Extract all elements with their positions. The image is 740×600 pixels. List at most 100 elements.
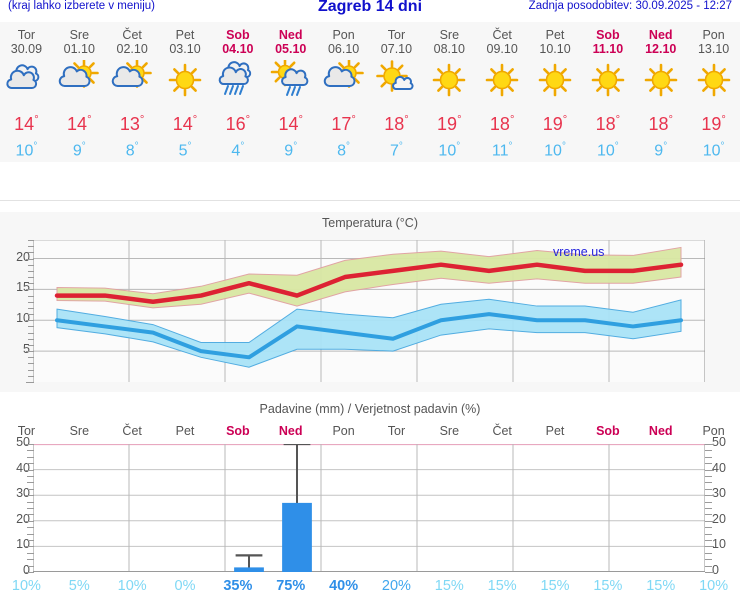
- day-date: 05.10: [275, 42, 307, 56]
- precip-day-label-8: Sre: [423, 422, 476, 440]
- precip-axis-minor-tick: [25, 546, 34, 548]
- temp-axis-tick: 15: [16, 280, 30, 295]
- day-header-12[interactable]: Ned 12.10: [634, 28, 687, 58]
- max-temperature-row: 14° 14° 13° 14° 16° 14° 17° 18° 19° 18° 19° 18° 18° 1…: [0, 108, 740, 136]
- day-name: Ned: [278, 28, 303, 42]
- day-name: Pon: [332, 28, 355, 42]
- precip-axis-tick-left: 50: [16, 435, 30, 449]
- sunny-icon: [485, 63, 519, 97]
- max-temp-cell-13: 19°: [687, 108, 740, 136]
- max-temp-cell-4: 16°: [211, 108, 264, 136]
- sunny-icon: [591, 63, 625, 97]
- temp-axis-minor-tick: [28, 375, 34, 377]
- partly-sunny-icon: [59, 60, 100, 88]
- precip-day-name: Sob: [226, 424, 250, 438]
- day-header-11[interactable]: Sob 11.10: [581, 28, 634, 58]
- min-temp-value: 7°: [390, 141, 403, 160]
- min-temperature-row: 10° 9° 8° 5° 4° 9° 8° 7° 10° 11° 10° 10° 9° 10°: [0, 136, 740, 162]
- day-header-4[interactable]: Sob 04.10: [211, 28, 264, 58]
- min-temp-value: 11°: [491, 141, 513, 160]
- min-temp-value: 10°: [597, 141, 619, 160]
- day-header-1[interactable]: Sre 01.10: [53, 28, 106, 58]
- day-name: Pet: [545, 28, 565, 42]
- temp-axis-minor-tick: [28, 277, 34, 279]
- temperature-chart: Temperatura (°C) vreme.us 5 10 15 20: [0, 212, 740, 392]
- precip-prob-cell-10: 15%: [529, 576, 582, 598]
- precip-axis-tick-left: 40: [16, 460, 30, 475]
- precip-prob-cell-6: 40%: [317, 576, 370, 598]
- max-temp-cell-6: 17°: [317, 108, 370, 136]
- precip-axis-minor-tick: [705, 482, 712, 484]
- max-temp-value: 19°: [542, 114, 568, 134]
- partly-sunny-icon: [323, 60, 364, 88]
- precip-axis-minor-tick: [27, 565, 34, 567]
- day-header-7[interactable]: Tor 07.10: [370, 28, 423, 58]
- day-header-5[interactable]: Ned 05.10: [264, 28, 317, 58]
- precip-day-label-11: Sob: [581, 422, 634, 440]
- cloudy-icon: [6, 64, 40, 89]
- precip-axis-minor-tick: [27, 463, 34, 465]
- precip-axis-minor-tick: [27, 488, 34, 490]
- precip-axis-minor-tick: [27, 501, 34, 503]
- precip-axis-minor-tick: [705, 495, 714, 497]
- max-temp-cell-2: 13°: [106, 108, 159, 136]
- precip-axis-minor-tick: [25, 572, 34, 573]
- max-temp-cell-0: 14°: [0, 108, 53, 136]
- precip-axis-minor-tick: [705, 527, 712, 529]
- day-name: Tor: [387, 28, 406, 42]
- precip-probability: 15%: [646, 578, 676, 594]
- temp-axis-minor-tick: [26, 289, 34, 291]
- temp-axis-minor-tick: [28, 252, 34, 254]
- precip-axis-minor-tick: [705, 559, 712, 561]
- daily-forecast-strip: Tor 30.09 Sre 01.10 Čet 02.10 Pet 03.10 Sob 04.10…: [0, 22, 740, 162]
- day-name: Pon: [702, 28, 725, 42]
- day-header-9[interactable]: Čet 09.10: [476, 28, 529, 58]
- day-header-10[interactable]: Pet 10.10: [529, 28, 582, 58]
- precip-axis-minor-tick: [705, 533, 712, 535]
- day-date: 12.10: [645, 42, 677, 56]
- temperature-chart-title: Temperatura (°C): [322, 216, 418, 230]
- sunny-icon: [538, 63, 572, 97]
- precip-prob-cell-7: 20%: [370, 576, 423, 598]
- day-header-2[interactable]: Čet 02.10: [106, 28, 159, 58]
- separator-band: [0, 162, 740, 212]
- weather-icon-cell-3: [159, 60, 212, 108]
- temp-axis-minor-tick: [28, 344, 34, 346]
- day-header-0[interactable]: Tor 30.09: [0, 28, 53, 58]
- precip-prob-cell-5: 75%: [264, 576, 317, 598]
- min-temp-value: 8°: [337, 141, 351, 160]
- day-header-13[interactable]: Pon 13.10: [687, 28, 740, 58]
- sunny-icon: [432, 63, 466, 97]
- precip-bar: [282, 502, 312, 572]
- max-temp-value: 13°: [119, 114, 145, 134]
- day-name: Čet: [122, 28, 142, 42]
- precip-axis-tick-right: 0: [712, 563, 719, 577]
- precip-axis-tick-right: 50: [712, 435, 726, 449]
- partly-sunny-icon: [111, 60, 152, 88]
- precip-day-label-5: Ned: [264, 422, 317, 440]
- temp-axis-minor-tick: [28, 301, 34, 303]
- precip-axis-minor-tick: [705, 476, 712, 477]
- day-header-3[interactable]: Pet 03.10: [159, 28, 212, 58]
- precip-axis-minor-tick: [705, 501, 712, 503]
- temperature-plot-area: vreme.us: [33, 240, 705, 382]
- precip-axis-tick-left: 20: [16, 511, 30, 526]
- precip-prob-cell-8: 15%: [423, 576, 476, 598]
- temp-axis-tick: 5: [23, 342, 30, 357]
- precip-prob-cell-11: 15%: [581, 576, 634, 598]
- precip-axis-minor-tick: [705, 444, 714, 445]
- day-header-row: Tor 30.09 Sre 01.10 Čet 02.10 Pet 03.10 Sob 04.10…: [0, 28, 740, 58]
- day-date: 04.10: [222, 42, 254, 56]
- precip-axis-minor-tick: [27, 456, 34, 458]
- precip-axis-minor-tick: [705, 450, 712, 452]
- min-temp-cell-8: 10°: [423, 136, 476, 162]
- min-temp-cell-13: 10°: [687, 136, 740, 162]
- precip-day-label-7: Tor: [370, 422, 423, 440]
- watermark-text: vreme.us: [553, 245, 604, 259]
- precip-day-name: Sre: [69, 424, 90, 438]
- precip-day-label-13: Pon: [687, 422, 740, 440]
- precip-day-label-9: Čet: [476, 422, 529, 440]
- precip-axis-minor-tick: [27, 514, 34, 516]
- day-header-8[interactable]: Sre 08.10: [423, 28, 476, 58]
- day-header-6[interactable]: Pon 06.10: [317, 28, 370, 58]
